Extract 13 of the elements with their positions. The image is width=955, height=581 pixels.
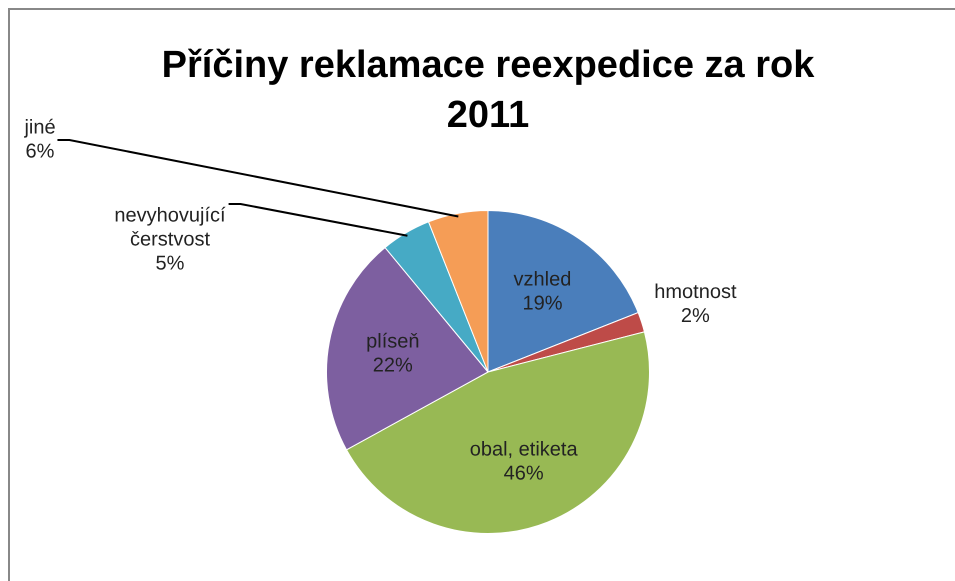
chart-title: Příčiny reklamace reexpedice za rok 2011 [160,43,816,138]
slice-label: plíseň [366,330,420,352]
slice-label: nevyhovující čerstvost [114,204,226,251]
slice-label: jiné [23,116,56,139]
data-label: 19% [522,292,563,314]
slice-label: hmotnost [654,281,737,304]
data-label: 46% [504,462,544,485]
data-label: 5% [156,252,185,275]
slice-label: vzhled [514,268,572,290]
data-label: 2% [680,305,710,328]
data-label: 22% [372,354,414,376]
data-label: 6% [26,140,55,163]
slice-label: obal, etiketa [470,438,578,461]
